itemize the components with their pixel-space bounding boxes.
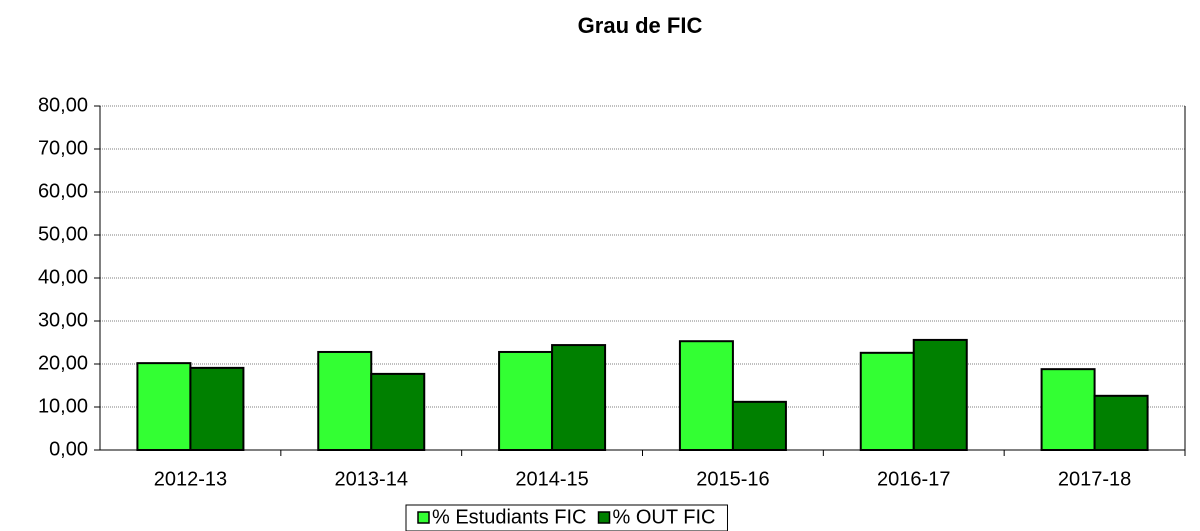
- bar: [498, 350, 554, 451]
- chart-title: Grau de FIC: [578, 13, 703, 38]
- y-tick-label: 30,00: [38, 309, 88, 331]
- bar: [189, 366, 245, 451]
- bar: [1093, 394, 1149, 452]
- bar: [912, 338, 968, 452]
- x-tick-label: 2017-18: [1058, 468, 1131, 490]
- bar: [317, 350, 373, 451]
- bar: [136, 362, 192, 452]
- bar: [731, 400, 787, 451]
- y-tick-label: 60,00: [38, 180, 88, 202]
- legend-box: [405, 504, 728, 531]
- y-tick-label: 20,00: [38, 352, 88, 374]
- x-tick-label: 2013-14: [335, 468, 408, 490]
- legend-label: % Estudiants FIC: [432, 506, 587, 528]
- bar: [859, 351, 915, 452]
- y-tick-label: 80,00: [38, 94, 88, 116]
- x-tick-label: 2014-15: [515, 468, 588, 490]
- bar: [551, 344, 607, 451]
- x-tick-label: 2016-17: [877, 468, 950, 490]
- legend-swatch: [417, 511, 430, 524]
- legend-label: % OUT FIC: [613, 506, 716, 528]
- bar: [678, 340, 734, 451]
- y-tick-label: 50,00: [38, 223, 88, 245]
- x-tick-label: 2015-16: [696, 468, 769, 490]
- bar: [1040, 368, 1096, 451]
- y-tick-label: 40,00: [38, 266, 88, 288]
- bar: [370, 372, 426, 452]
- y-tick-label: 10,00: [38, 395, 88, 417]
- legend-swatch: [597, 511, 611, 524]
- y-tick-label: 0,00: [49, 438, 88, 460]
- x-tick-label: 2012-13: [154, 468, 227, 490]
- y-tick-label: 70,00: [38, 137, 88, 159]
